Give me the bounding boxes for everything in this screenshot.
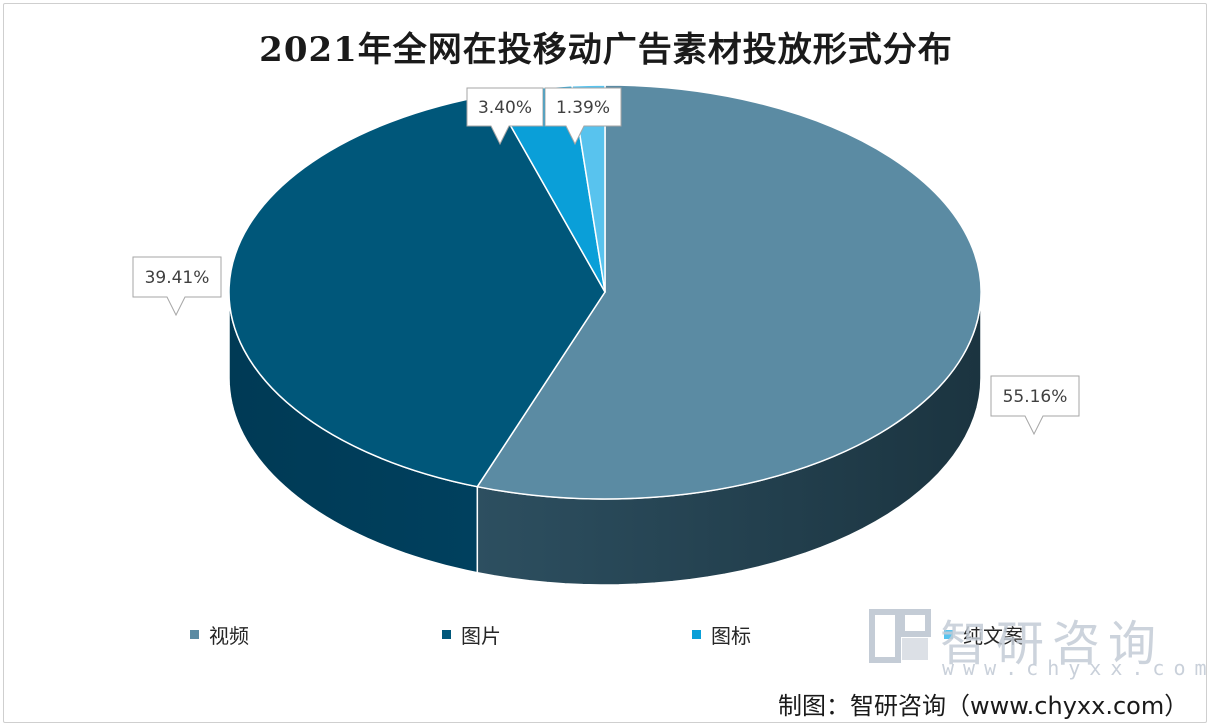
pie-slice-video [476,84,982,500]
legend-item-icon: 图标 [692,620,751,649]
pie-slice-image [228,93,606,488]
legend-item-image: 图片 [442,620,501,649]
legend-label-video: 视频 [209,624,249,648]
watermark-brand: 智研咨询 [940,616,1165,672]
watermark-logo-icon [869,609,931,663]
legend-swatch-icon [692,630,701,639]
pie-top-faces [228,84,982,500]
pie-slice-text [571,84,606,293]
data-label-text-text: 1.39% [556,98,610,118]
data-label-text-icon: 3.40% [478,98,532,118]
data-label-box-video [990,375,1080,436]
chart-title: 2021年全网在投移动广告素材投放形式分布 [259,30,953,70]
data-label-video: 55.16% [990,375,1080,436]
legend-item-text: 纯文案 [944,620,1023,649]
legend-swatch-video [190,630,199,639]
data-label-text-video: 55.16% [1003,387,1068,407]
data-label-icon: 3.40% [466,87,544,146]
data-label-image: 39.41% [132,256,222,317]
data-label-box-text [544,87,622,146]
data-label-text-image: 39.41% [145,268,210,288]
data-label-box-image [132,256,222,317]
legend-item-video: 视频 [190,620,249,649]
source-credit: 制图：智研咨询（www.chyxx.com） [778,692,1189,720]
legend-label-image: 图片 [461,624,501,648]
legend-label-icon: 图标 [711,624,751,648]
data-label-callouts: 55.16% 39.41% 3.40% 1.39% [132,87,1080,436]
watermark-url: www.chyxx.com [942,656,1212,680]
legend: 视频 图片 图标 纯文案 [0,620,1212,656]
data-label-text: 1.39% [544,87,622,146]
data-label-box-icon [466,87,544,146]
legend-swatch-image [442,630,451,639]
legend-label-text: 纯文案 [963,624,1023,648]
legend-swatch-text [944,630,953,639]
